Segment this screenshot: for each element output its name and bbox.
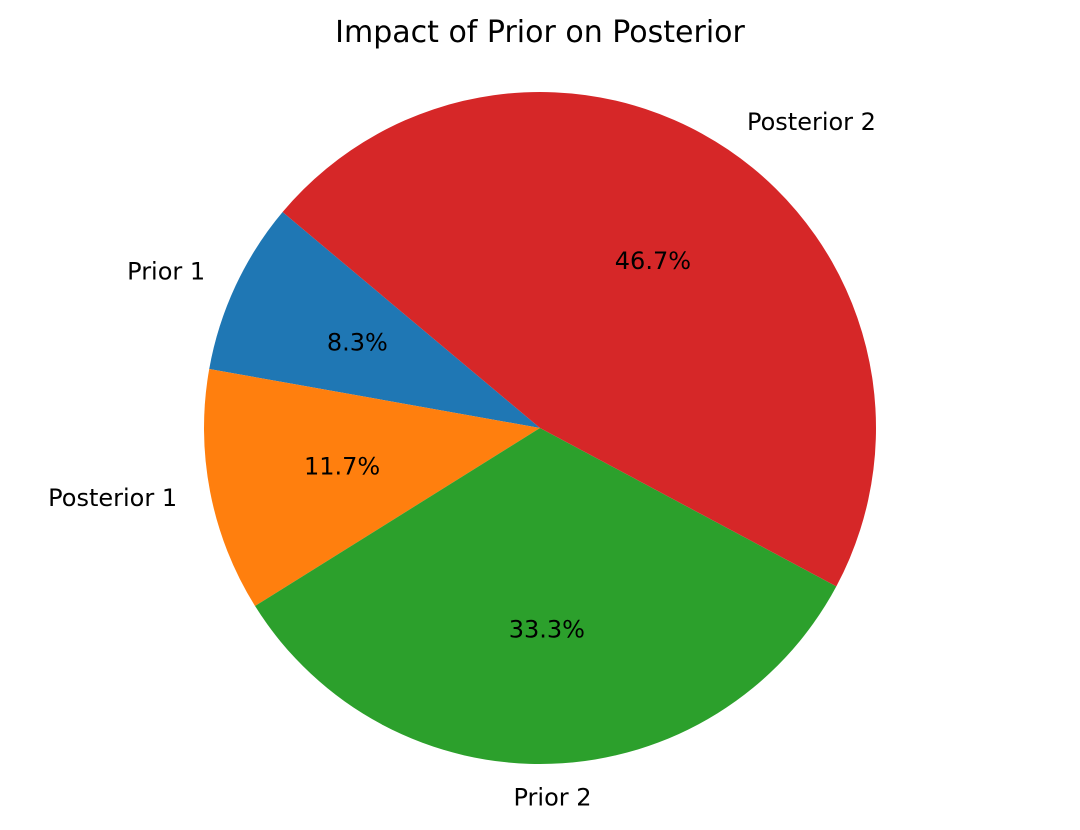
pie-slice-posterior-2 xyxy=(282,92,876,587)
slice-percent-label: 46.7% xyxy=(615,247,691,275)
slice-label: Prior 2 xyxy=(513,783,591,811)
pie-slices xyxy=(204,92,876,765)
slice-percent-label: 33.3% xyxy=(509,615,585,643)
slice-label: Posterior 2 xyxy=(747,108,876,136)
slice-percent-label: 11.7% xyxy=(304,452,380,480)
slice-label: Posterior 1 xyxy=(48,484,177,512)
chart-title: Impact of Prior on Posterior xyxy=(335,15,745,50)
slice-percent-label: 8.3% xyxy=(327,329,388,357)
slice-label: Prior 1 xyxy=(127,257,205,285)
pie-labels: Prior 1 8.3% Posterior 1 11.7% Prior 2 33.3% P… xyxy=(48,108,876,812)
pie-slice-prior-1 xyxy=(209,212,540,428)
pie-slice-prior-2 xyxy=(255,428,837,765)
pie-slice-posterior-1 xyxy=(204,368,541,607)
